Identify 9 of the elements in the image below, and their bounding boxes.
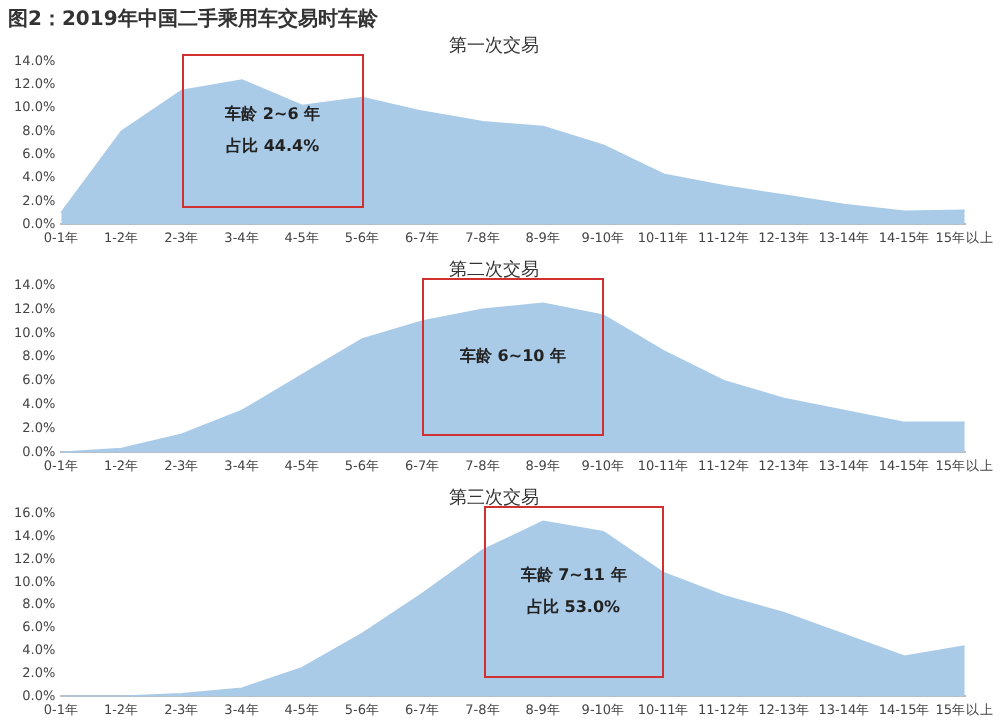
annotation: 车龄 2~6 年 [223,105,321,124]
annotation: 占比 44.4% [226,137,320,156]
chart-subtitle: 第一次交易 [449,35,539,58]
annotation: 车龄 6~10 年 [458,346,566,365]
chart-title: 第三次交易 [449,487,539,510]
annotation: 车龄 7~11 年 [518,566,627,585]
chart-title: 图2：2019年中国二手乘用车交易时车龄 [8,7,380,32]
annotation: 占比 53.0% [527,598,621,617]
chart-title: 第二次交易 [449,259,539,282]
